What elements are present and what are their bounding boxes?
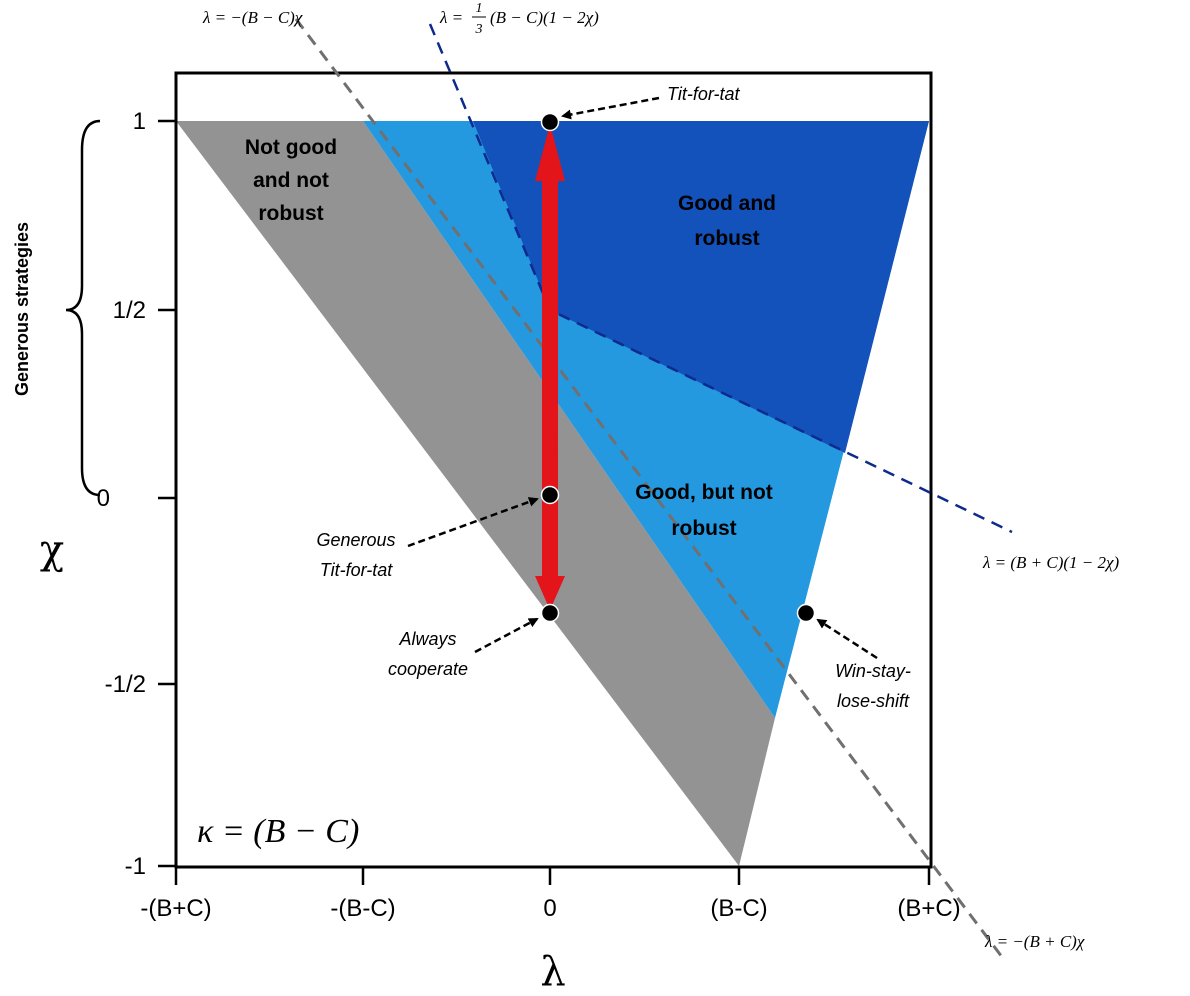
zd-strategies-arrow [535, 124, 565, 610]
y-tick-half: 1/2 [113, 297, 146, 324]
generous-brace [65, 119, 101, 497]
svg-text:and not: and not [253, 169, 329, 192]
svg-text:Always: Always [398, 629, 456, 649]
svg-text:Good, but not: Good, but not [635, 481, 773, 504]
y-axis-ticks [158, 119, 176, 868]
good-not-robust-label: Good, but not robust [635, 481, 773, 540]
not-good-region [176, 121, 775, 866]
y-tick-neg-half: -1/2 [105, 671, 146, 698]
always-cooperate-label: Always cooperate [388, 629, 468, 679]
svg-text:robust: robust [258, 202, 323, 225]
generous-tit-for-tat-label: Generous Tit-for-tat [316, 530, 395, 580]
svg-text:λ =: λ = [439, 8, 463, 27]
svg-text:3: 3 [475, 22, 483, 37]
svg-text:Generous: Generous [316, 530, 395, 550]
gray-bottom-equation: λ = −(B + C)χ [984, 932, 1085, 951]
tit-for-tat-point [540, 112, 560, 132]
annotation-arrows [407, 96, 878, 660]
svg-text:lose-shift: lose-shift [837, 691, 910, 711]
x-tick-neg-bplusc: -(B+C) [140, 895, 211, 922]
plot-frame [174, 71, 933, 869]
navy-right-equation: λ = (B + C)(1 − 2χ) [982, 553, 1119, 572]
svg-text:Good and: Good and [678, 192, 776, 215]
x-tick-bplusc: (B+C) [897, 895, 960, 922]
good-robust-region [473, 121, 929, 453]
svg-text:Tit-for-tat: Tit-for-tat [320, 560, 394, 580]
x-axis-symbol: λ [540, 949, 565, 995]
generous-strategies-label: Generous strategies [12, 222, 32, 396]
gray-dashed-line [294, 18, 1004, 958]
win-stay-lose-shift-point [796, 603, 816, 623]
y-tick-0: 0 [97, 485, 110, 512]
svg-text:robust: robust [671, 517, 736, 540]
not-good-label: Not good and not robust [245, 136, 337, 225]
svg-text:cooperate: cooperate [388, 659, 468, 679]
x-axis-ticks [174, 867, 931, 885]
always-cooperate-point [540, 603, 560, 623]
tit-for-tat-label: Tit-for-tat [667, 84, 741, 104]
gray-top-equation: λ = −(B − C)χ [202, 8, 303, 27]
win-stay-lose-shift-label: Win-stay- lose-shift [835, 661, 911, 711]
y-tick-1: 1 [133, 108, 146, 135]
svg-text:(B − C)(1 − 2χ): (B − C)(1 − 2χ) [490, 8, 599, 27]
svg-text:Win-stay-: Win-stay- [835, 661, 911, 681]
x-tick-0: 0 [543, 895, 556, 922]
svg-text:Not good: Not good [245, 136, 337, 159]
svg-text:1: 1 [476, 1, 483, 16]
x-tick-neg-bminusc: -(B-C) [330, 895, 395, 922]
y-tick-neg-1: -1 [125, 853, 146, 880]
good-robust-label: Good and robust [678, 192, 776, 250]
kappa-label: κ = (B − C) [197, 813, 359, 850]
svg-text:robust: robust [694, 227, 759, 250]
generous-tit-for-tat-point [540, 485, 560, 505]
x-tick-bminusc: (B-C) [710, 895, 767, 922]
zd-strategies-label: ZD STRATEGIES [538, 272, 563, 459]
y-axis-symbol: χ [40, 527, 64, 573]
navy-top-equation: λ = 1 3 (B − C)(1 − 2χ) [439, 1, 599, 37]
